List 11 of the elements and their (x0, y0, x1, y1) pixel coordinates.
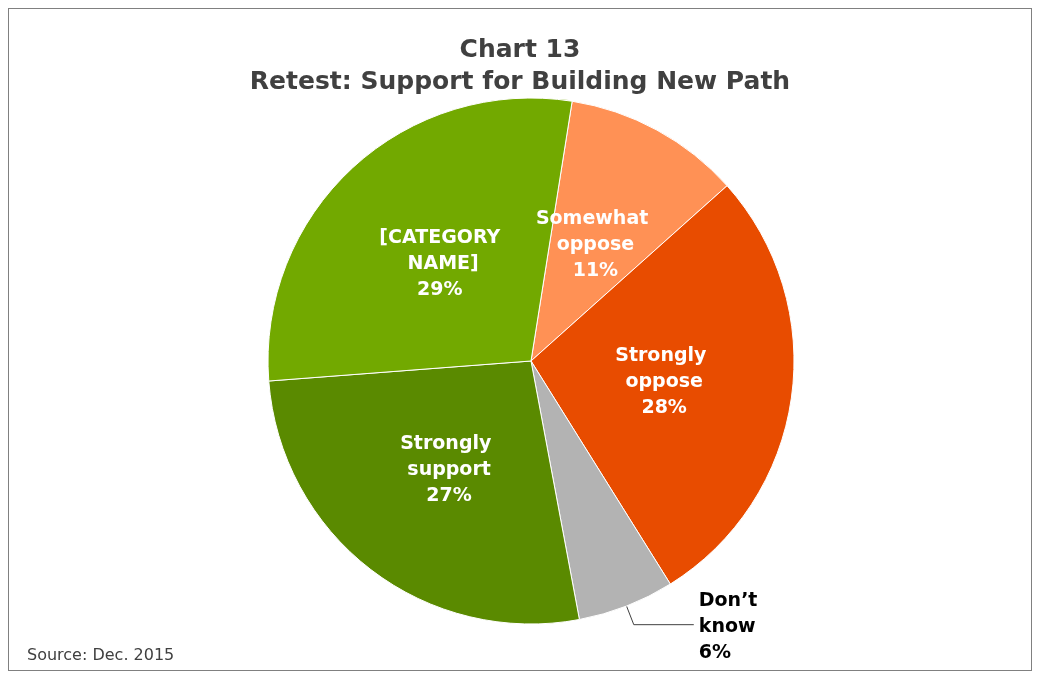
data-label: 6% (698, 639, 732, 662)
data-label: 28% (641, 394, 687, 417)
slice-label: Strongly support (400, 430, 499, 479)
chart-title: Chart 13 Retest: Support for Building New Path (249, 33, 791, 95)
data-label: 29% (417, 277, 463, 300)
slice-label: Strongly oppose (615, 342, 714, 391)
slice-label: [CATEGORY NAME] (379, 225, 501, 274)
slice-label: Don’t know (698, 587, 765, 636)
source-note: Source: Dec. 2015 (27, 644, 175, 664)
data-label: 11% (572, 257, 619, 280)
data-label: 27% (426, 482, 472, 505)
